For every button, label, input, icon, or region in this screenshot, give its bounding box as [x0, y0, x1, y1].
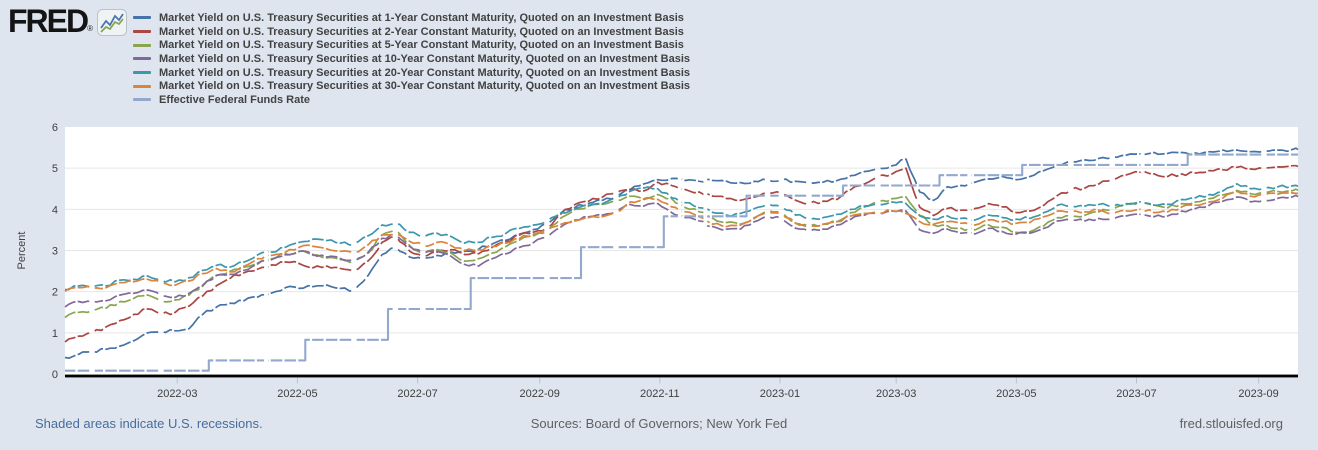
legend-swatch — [133, 98, 151, 102]
fred-logo-text: FRED — [8, 3, 89, 39]
x-tick-label: 2023-05 — [996, 388, 1036, 400]
x-tick-label: 2023-09 — [1238, 388, 1278, 400]
series-line-effective-federal-funds-rate — [65, 153, 1298, 372]
y-tick-label: 3 — [52, 246, 58, 258]
x-tick-label: 2022-05 — [277, 388, 317, 400]
y-tick-label: 4 — [52, 204, 58, 216]
legend-label: Market Yield on U.S. Treasury Securities… — [159, 11, 684, 24]
legend-swatch — [133, 16, 151, 20]
y-tick-label: 2 — [52, 287, 58, 299]
legend-swatch — [133, 30, 151, 34]
y-axis-title: Percent — [16, 232, 28, 270]
x-tick-label: 2022-07 — [397, 388, 437, 400]
legend-item: Effective Federal Funds Rate — [133, 93, 690, 107]
legend-swatch — [133, 71, 151, 75]
y-tick-label: 6 — [52, 122, 58, 134]
x-axis-line — [65, 374, 1298, 378]
x-tick-label: 2023-01 — [760, 388, 800, 400]
sources-note: Sources: Board of Governors; New York Fe… — [530, 416, 788, 431]
fred-logo: FRED ® — [8, 3, 128, 39]
recession-note: Shaded areas indicate U.S. recessions. — [35, 416, 263, 431]
legend-swatch — [133, 43, 151, 47]
legend: Market Yield on U.S. Treasury Securities… — [133, 11, 690, 107]
y-tick-label: 5 — [52, 163, 58, 175]
legend-item: Market Yield on U.S. Treasury Securities… — [133, 79, 690, 93]
legend-label: Market Yield on U.S. Treasury Securities… — [159, 25, 684, 38]
legend-item: Market Yield on U.S. Treasury Securities… — [133, 52, 690, 66]
legend-label: Market Yield on U.S. Treasury Securities… — [159, 39, 684, 52]
series-line-30-year — [64, 190, 1299, 293]
series-line-1-year — [64, 147, 1299, 360]
legend-label: Market Yield on U.S. Treasury Securities… — [159, 52, 691, 65]
legend-swatch — [133, 57, 151, 61]
legend-label: Market Yield on U.S. Treasury Securities… — [159, 80, 691, 93]
footer: Shaded areas indicate U.S. recessions. S… — [0, 413, 1318, 435]
x-tick-label: 2022-03 — [157, 388, 197, 400]
registered-trademark-icon: ® — [87, 24, 94, 33]
x-tick-label: 2022-09 — [519, 388, 559, 400]
x-tick-label: 2022-11 — [640, 388, 680, 400]
fred-sparkline-icon — [97, 9, 128, 36]
legend-item: Market Yield on U.S. Treasury Securities… — [133, 25, 690, 39]
x-tick-label: 2023-03 — [876, 388, 916, 400]
legend-item: Market Yield on U.S. Treasury Securities… — [133, 11, 690, 25]
legend-item: Market Yield on U.S. Treasury Securities… — [133, 66, 690, 80]
x-tick-label: 2023-07 — [1116, 388, 1156, 400]
y-tick-label: 0 — [52, 369, 58, 381]
fred-url: fred.stlouisfed.org — [1179, 416, 1283, 431]
legend-item: Market Yield on U.S. Treasury Securities… — [133, 38, 690, 52]
legend-swatch — [133, 84, 151, 88]
legend-label: Effective Federal Funds Rate — [159, 93, 310, 106]
y-tick-label: 1 — [52, 328, 58, 340]
legend-label: Market Yield on U.S. Treasury Securities… — [159, 66, 691, 79]
